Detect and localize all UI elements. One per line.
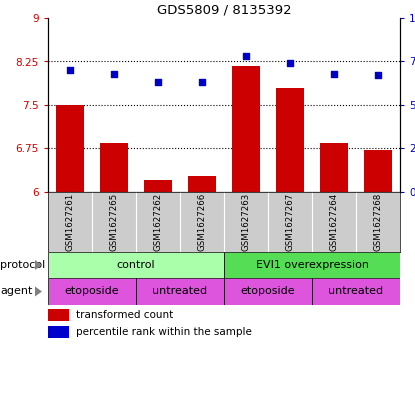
- Bar: [224, 252, 400, 278]
- Point: [287, 60, 293, 66]
- Text: GSM1627267: GSM1627267: [286, 193, 295, 251]
- Text: GSM1627263: GSM1627263: [242, 193, 251, 251]
- Bar: [320, 143, 348, 192]
- Title: GDS5809 / 8135392: GDS5809 / 8135392: [157, 4, 291, 17]
- Bar: [48, 309, 69, 321]
- Text: GSM1627268: GSM1627268: [374, 193, 383, 251]
- Bar: [136, 278, 224, 305]
- Text: EVI1 overexpression: EVI1 overexpression: [256, 260, 369, 270]
- Bar: [188, 176, 216, 192]
- Point: [243, 53, 249, 59]
- Text: untreated: untreated: [328, 286, 383, 296]
- Bar: [312, 278, 400, 305]
- Point: [111, 70, 117, 77]
- Bar: [48, 252, 224, 278]
- Bar: [48, 278, 136, 305]
- Bar: [56, 105, 84, 192]
- Point: [155, 79, 161, 86]
- Bar: [100, 143, 128, 192]
- Text: etoposide: etoposide: [65, 286, 120, 296]
- Text: percentile rank within the sample: percentile rank within the sample: [76, 327, 252, 337]
- Point: [67, 67, 73, 73]
- Text: GSM1627264: GSM1627264: [330, 193, 339, 251]
- Text: agent: agent: [0, 286, 32, 296]
- Bar: [48, 326, 69, 338]
- Polygon shape: [35, 286, 42, 296]
- Point: [199, 79, 205, 86]
- Text: etoposide: etoposide: [241, 286, 295, 296]
- Text: protocol: protocol: [0, 260, 45, 270]
- Text: GSM1627262: GSM1627262: [154, 193, 163, 251]
- Bar: [276, 88, 304, 192]
- Point: [331, 70, 337, 77]
- Polygon shape: [35, 260, 42, 270]
- Bar: [232, 66, 260, 192]
- Text: untreated: untreated: [152, 286, 208, 296]
- Text: GSM1627266: GSM1627266: [198, 193, 207, 251]
- Bar: [224, 278, 312, 305]
- Point: [375, 72, 381, 79]
- Bar: [364, 150, 392, 192]
- Text: GSM1627265: GSM1627265: [110, 193, 119, 251]
- Text: transformed count: transformed count: [76, 310, 173, 320]
- Bar: [144, 180, 172, 192]
- Text: control: control: [117, 260, 155, 270]
- Text: GSM1627261: GSM1627261: [66, 193, 75, 251]
